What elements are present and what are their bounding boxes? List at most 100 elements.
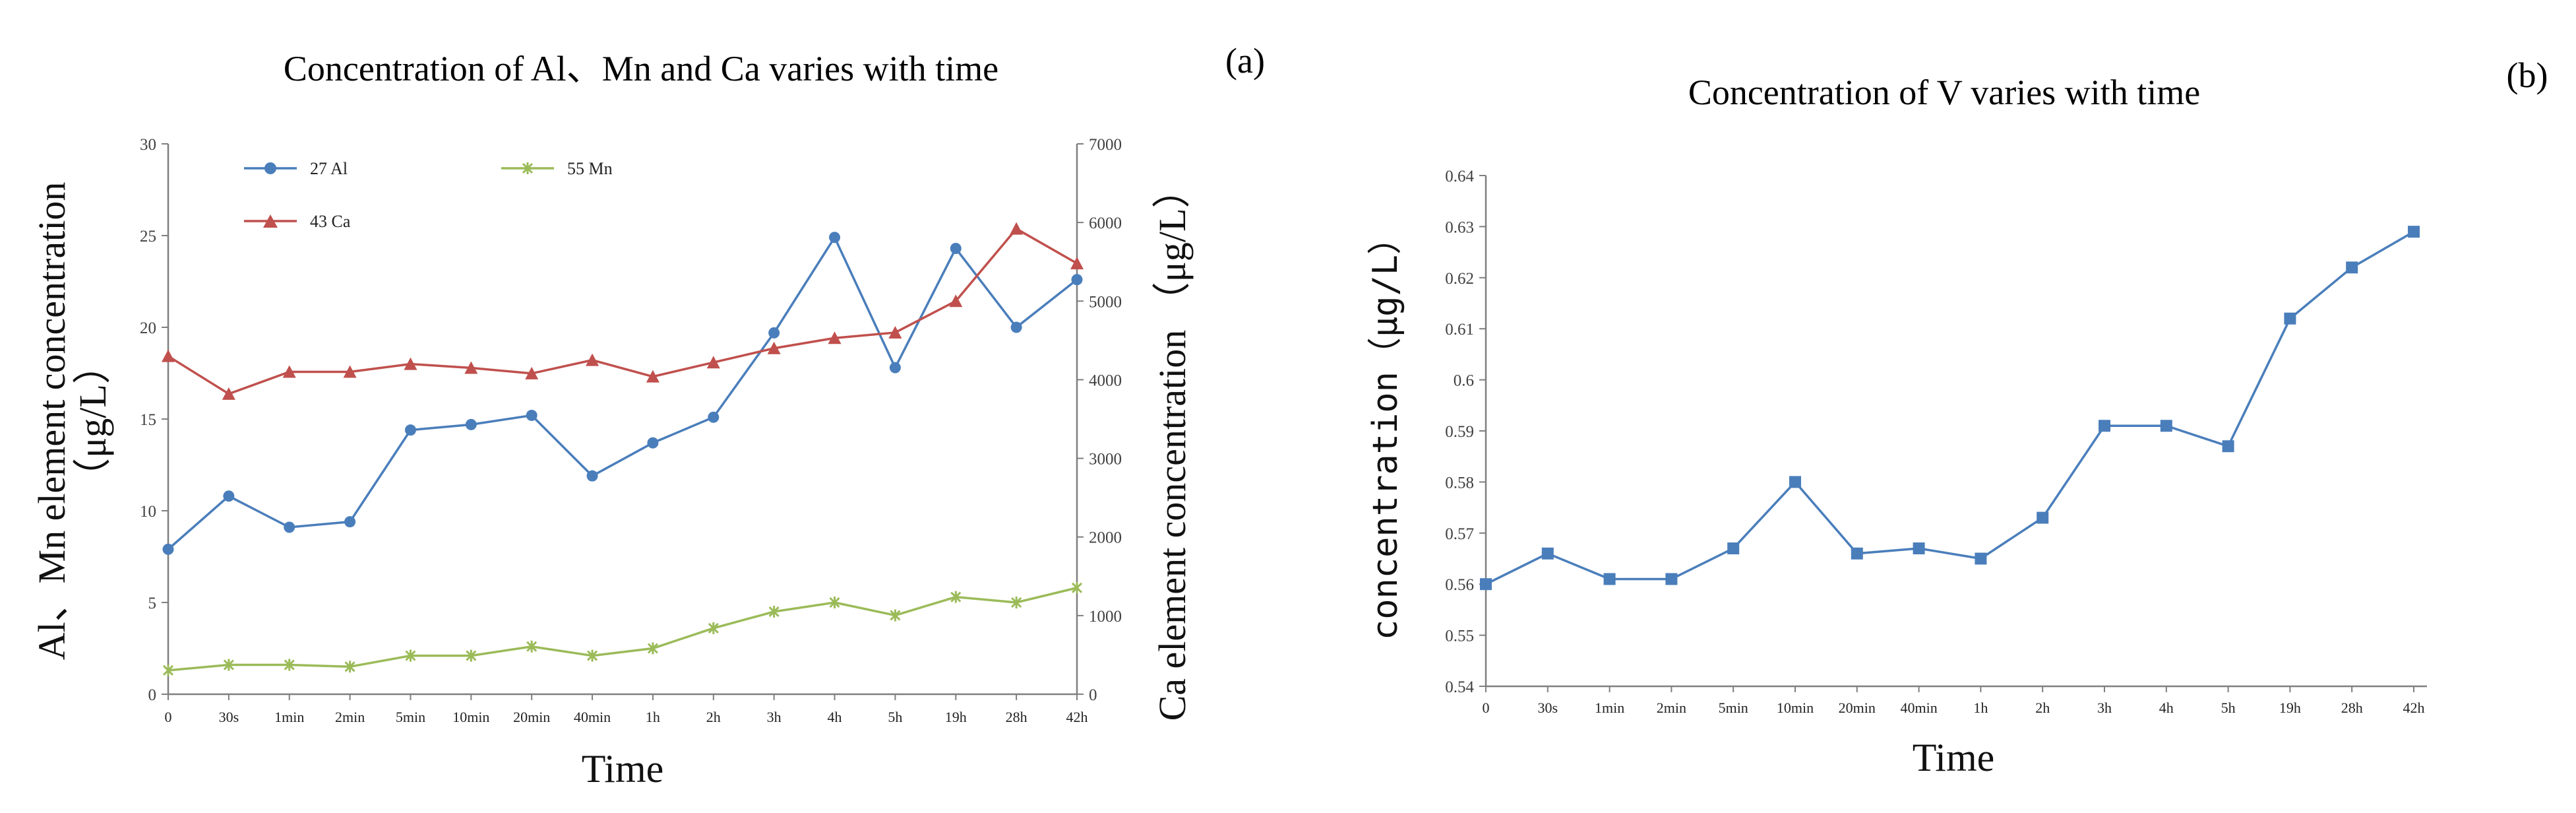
point-55-mn-5min [405, 649, 416, 662]
a-xtick-label: 40min [574, 709, 611, 725]
point-43-ca-5h [888, 325, 902, 339]
point-27-al-1min [284, 521, 295, 533]
a-xtick-label: 4h [828, 709, 842, 725]
point-27-al-2h [708, 411, 720, 423]
point-55-mn-4h [829, 597, 840, 608]
point-v-5min [1727, 542, 1740, 555]
point-55-mn-2min [344, 661, 355, 673]
a-xtick-label: 10min [452, 709, 489, 725]
point-v-5h [2222, 440, 2234, 453]
point-27-al-0 [162, 543, 174, 555]
point-43-ca-28h [1010, 222, 1024, 235]
series-line-55-mn [168, 587, 1078, 672]
point-43-ca-1h [646, 370, 659, 383]
b-ytick-label: 0.64 [1445, 168, 1474, 185]
point-v-20min [1851, 547, 1863, 560]
a-xtick-label: 5min [396, 709, 425, 725]
a-y2tick-label: 6000 [1089, 214, 1122, 232]
panel-b-x-title: Time [1913, 736, 1995, 779]
b-xtick-label: 30s [1538, 699, 1558, 716]
point-v-30s [1541, 547, 1554, 560]
panel-a-y-title-line1: Al、Mn element concentration [30, 182, 73, 661]
point-55-mn-0 [162, 664, 174, 676]
a-xtick-label: 42h [1066, 709, 1088, 725]
b-xtick-label: 2min [1657, 699, 1686, 716]
legend-label-ca: 43 Ca [310, 212, 351, 231]
b-ytick-label: 0.61 [1445, 321, 1474, 339]
b-xtick-label: 1h [1973, 699, 1988, 716]
panel-a-y-ticks: 0 5 10 15 20 25 30 [140, 136, 168, 704]
point-27-al-30s [223, 490, 235, 502]
point-v-0 [1480, 578, 1492, 591]
series-27-al [162, 232, 1083, 555]
point-27-al-28h [1010, 321, 1022, 333]
a-xtick-label: 2h [706, 709, 721, 725]
a-ytick-label: 20 [140, 319, 156, 337]
legend-item-mn: 55 Mn [501, 159, 613, 178]
a-ytick-label: 15 [140, 411, 156, 429]
panel-b-y-ticks: 0.54 0.55 0.56 0.57 0.58 0.59 0.6 0.61 0.62 0.63 0… [1445, 168, 1486, 696]
point-27-al-3h [768, 327, 780, 339]
panel-a-series [162, 222, 1084, 676]
point-27-al-19h [950, 242, 962, 254]
point-43-ca-3h [767, 341, 781, 354]
a-ytick-label: 0 [148, 686, 157, 704]
panel-b-x-ticks: 0 30s 1min 2min 5min 10min 20min 40min 1h 2h 3h 4h 5… [1483, 686, 2425, 716]
a-xtick-label: 3h [767, 709, 782, 725]
point-43-ca-10min [464, 361, 478, 374]
a-xtick-label: 30s [219, 709, 239, 725]
point-27-al-42h [1071, 274, 1083, 286]
point-v-2min [1665, 573, 1678, 585]
b-ytick-label: 0.57 [1445, 525, 1474, 543]
point-v-19h [2284, 312, 2296, 325]
point-v-40min [1913, 542, 1925, 555]
point-55-mn-3h [768, 605, 780, 618]
panel-a-x-ticks: 0 30s 1min 2min 5min 10min 20min 40min 1h 2h 3h 4h 5… [165, 694, 1088, 725]
b-xtick-label: 2h [2035, 699, 2050, 716]
point-v-42h [2408, 226, 2420, 238]
b-xtick-label: 10min [1777, 699, 1814, 716]
b-ytick-label: 0.55 [1445, 628, 1474, 645]
series-v [1480, 226, 2420, 591]
point-43-ca-19h [949, 294, 963, 308]
point-55-mn-20min [526, 640, 537, 653]
a-y2tick-label: 4000 [1089, 372, 1122, 389]
panel-a-legend: 27 Al 55 Mn 43 Ca [244, 159, 613, 231]
point-43-ca-1min [282, 365, 296, 378]
b-ytick-label: 0.54 [1445, 678, 1474, 696]
panel-b-y-title: concentration（μg/L） [1366, 220, 1405, 640]
point-27-al-5min [404, 424, 416, 436]
point-27-al-40min [586, 470, 598, 482]
point-55-mn-19h [950, 591, 962, 603]
a-ytick-label: 10 [140, 503, 156, 521]
a-xtick-label: 0 [165, 709, 172, 725]
b-xtick-label: 40min [1900, 699, 1937, 716]
point-43-ca-5min [404, 357, 417, 370]
a-xtick-label: 2min [335, 709, 365, 725]
point-v-4h [2160, 420, 2172, 432]
point-v-3h [2099, 420, 2110, 432]
b-ytick-label: 0.56 [1445, 576, 1474, 594]
point-55-mn-5h [890, 609, 901, 622]
point-43-ca-30s [222, 387, 235, 400]
a-xtick-label: 1h [646, 709, 660, 725]
legend-item-al: 27 Al [244, 159, 348, 178]
point-55-mn-2h [708, 622, 719, 634]
point-27-al-1h [647, 437, 659, 449]
a-y2tick-label: 1000 [1089, 608, 1122, 626]
a-y2tick-label: 5000 [1089, 293, 1122, 311]
b-ytick-label: 0.62 [1445, 270, 1474, 288]
a-xtick-label: 1min [274, 709, 304, 725]
panel-a-label: (a) [1225, 41, 1265, 81]
b-ytick-label: 0.6 [1454, 372, 1474, 390]
point-v-2h [2037, 511, 2049, 524]
point-55-mn-30s [223, 659, 234, 671]
point-27-al-10min [465, 418, 477, 430]
panel-a-y2-title: Ca element concentration （μg/L） [1151, 170, 1194, 721]
a-xtick-label: 28h [1006, 709, 1027, 725]
legend-label-al: 27 Al [310, 159, 348, 178]
a-ytick-label: 30 [140, 136, 156, 154]
legend-label-mn: 55 Mn [567, 159, 613, 178]
